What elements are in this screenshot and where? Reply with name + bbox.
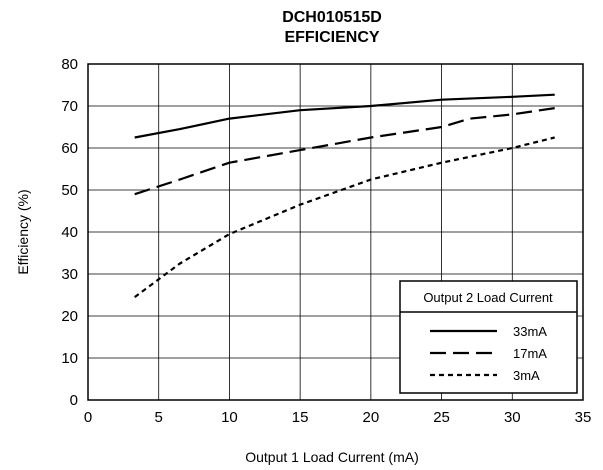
x-tick-labels: 0 5 10 15 20 25 30 35 — [84, 409, 592, 426]
x-tick-label: 0 — [84, 409, 92, 426]
series-line-3mA — [134, 136, 555, 298]
legend: Output 2 Load Current 33mA 17mA 3mA — [399, 280, 578, 394]
plot-frame — [87, 63, 584, 401]
x-tick-label: 25 — [433, 409, 450, 426]
y-tick-label: 50 — [61, 182, 78, 199]
series-line-33mA — [134, 93, 555, 139]
y-tick-label: 0 — [70, 392, 78, 409]
y-tick-label: 70 — [61, 98, 78, 115]
y-axis-label: Efficiency (%) — [15, 189, 31, 274]
series-line-17mA — [134, 107, 555, 196]
legend-item-33mA: 33mA — [430, 324, 547, 339]
legend-item-3mA: 3mA — [430, 368, 540, 383]
y-tick-label: 20 — [61, 308, 78, 325]
x-tick-label: 10 — [221, 409, 238, 426]
x-tick-label: 5 — [155, 409, 163, 426]
x-tick-label: 30 — [504, 409, 521, 426]
legend-title: Output 2 Load Current — [423, 290, 553, 305]
y-tick-label: 80 — [61, 56, 78, 73]
y-tick-label: 30 — [61, 266, 78, 283]
x-tick-label: 20 — [363, 409, 380, 426]
x-axis-label: Output 1 Load Current (mA) — [245, 449, 419, 465]
legend-label: 17mA — [513, 346, 547, 361]
x-tick-label: 15 — [292, 409, 309, 426]
legend-label: 3mA — [513, 368, 540, 383]
series-layer — [134, 93, 555, 298]
x-tick-label: 35 — [575, 409, 592, 426]
chart-title: DCH010515D — [282, 9, 382, 26]
y-tick-label: 10 — [61, 350, 78, 367]
chart-subtitle: EFFICIENCY — [284, 29, 379, 46]
legend-items: 33mA 17mA 3mA — [430, 324, 547, 383]
legend-label: 33mA — [513, 324, 547, 339]
y-tick-labels: 0 10 20 30 40 50 60 70 80 — [61, 56, 78, 409]
y-tick-label: 40 — [61, 224, 78, 241]
y-tick-label: 60 — [61, 140, 78, 157]
legend-item-17mA: 17mA — [430, 346, 547, 361]
